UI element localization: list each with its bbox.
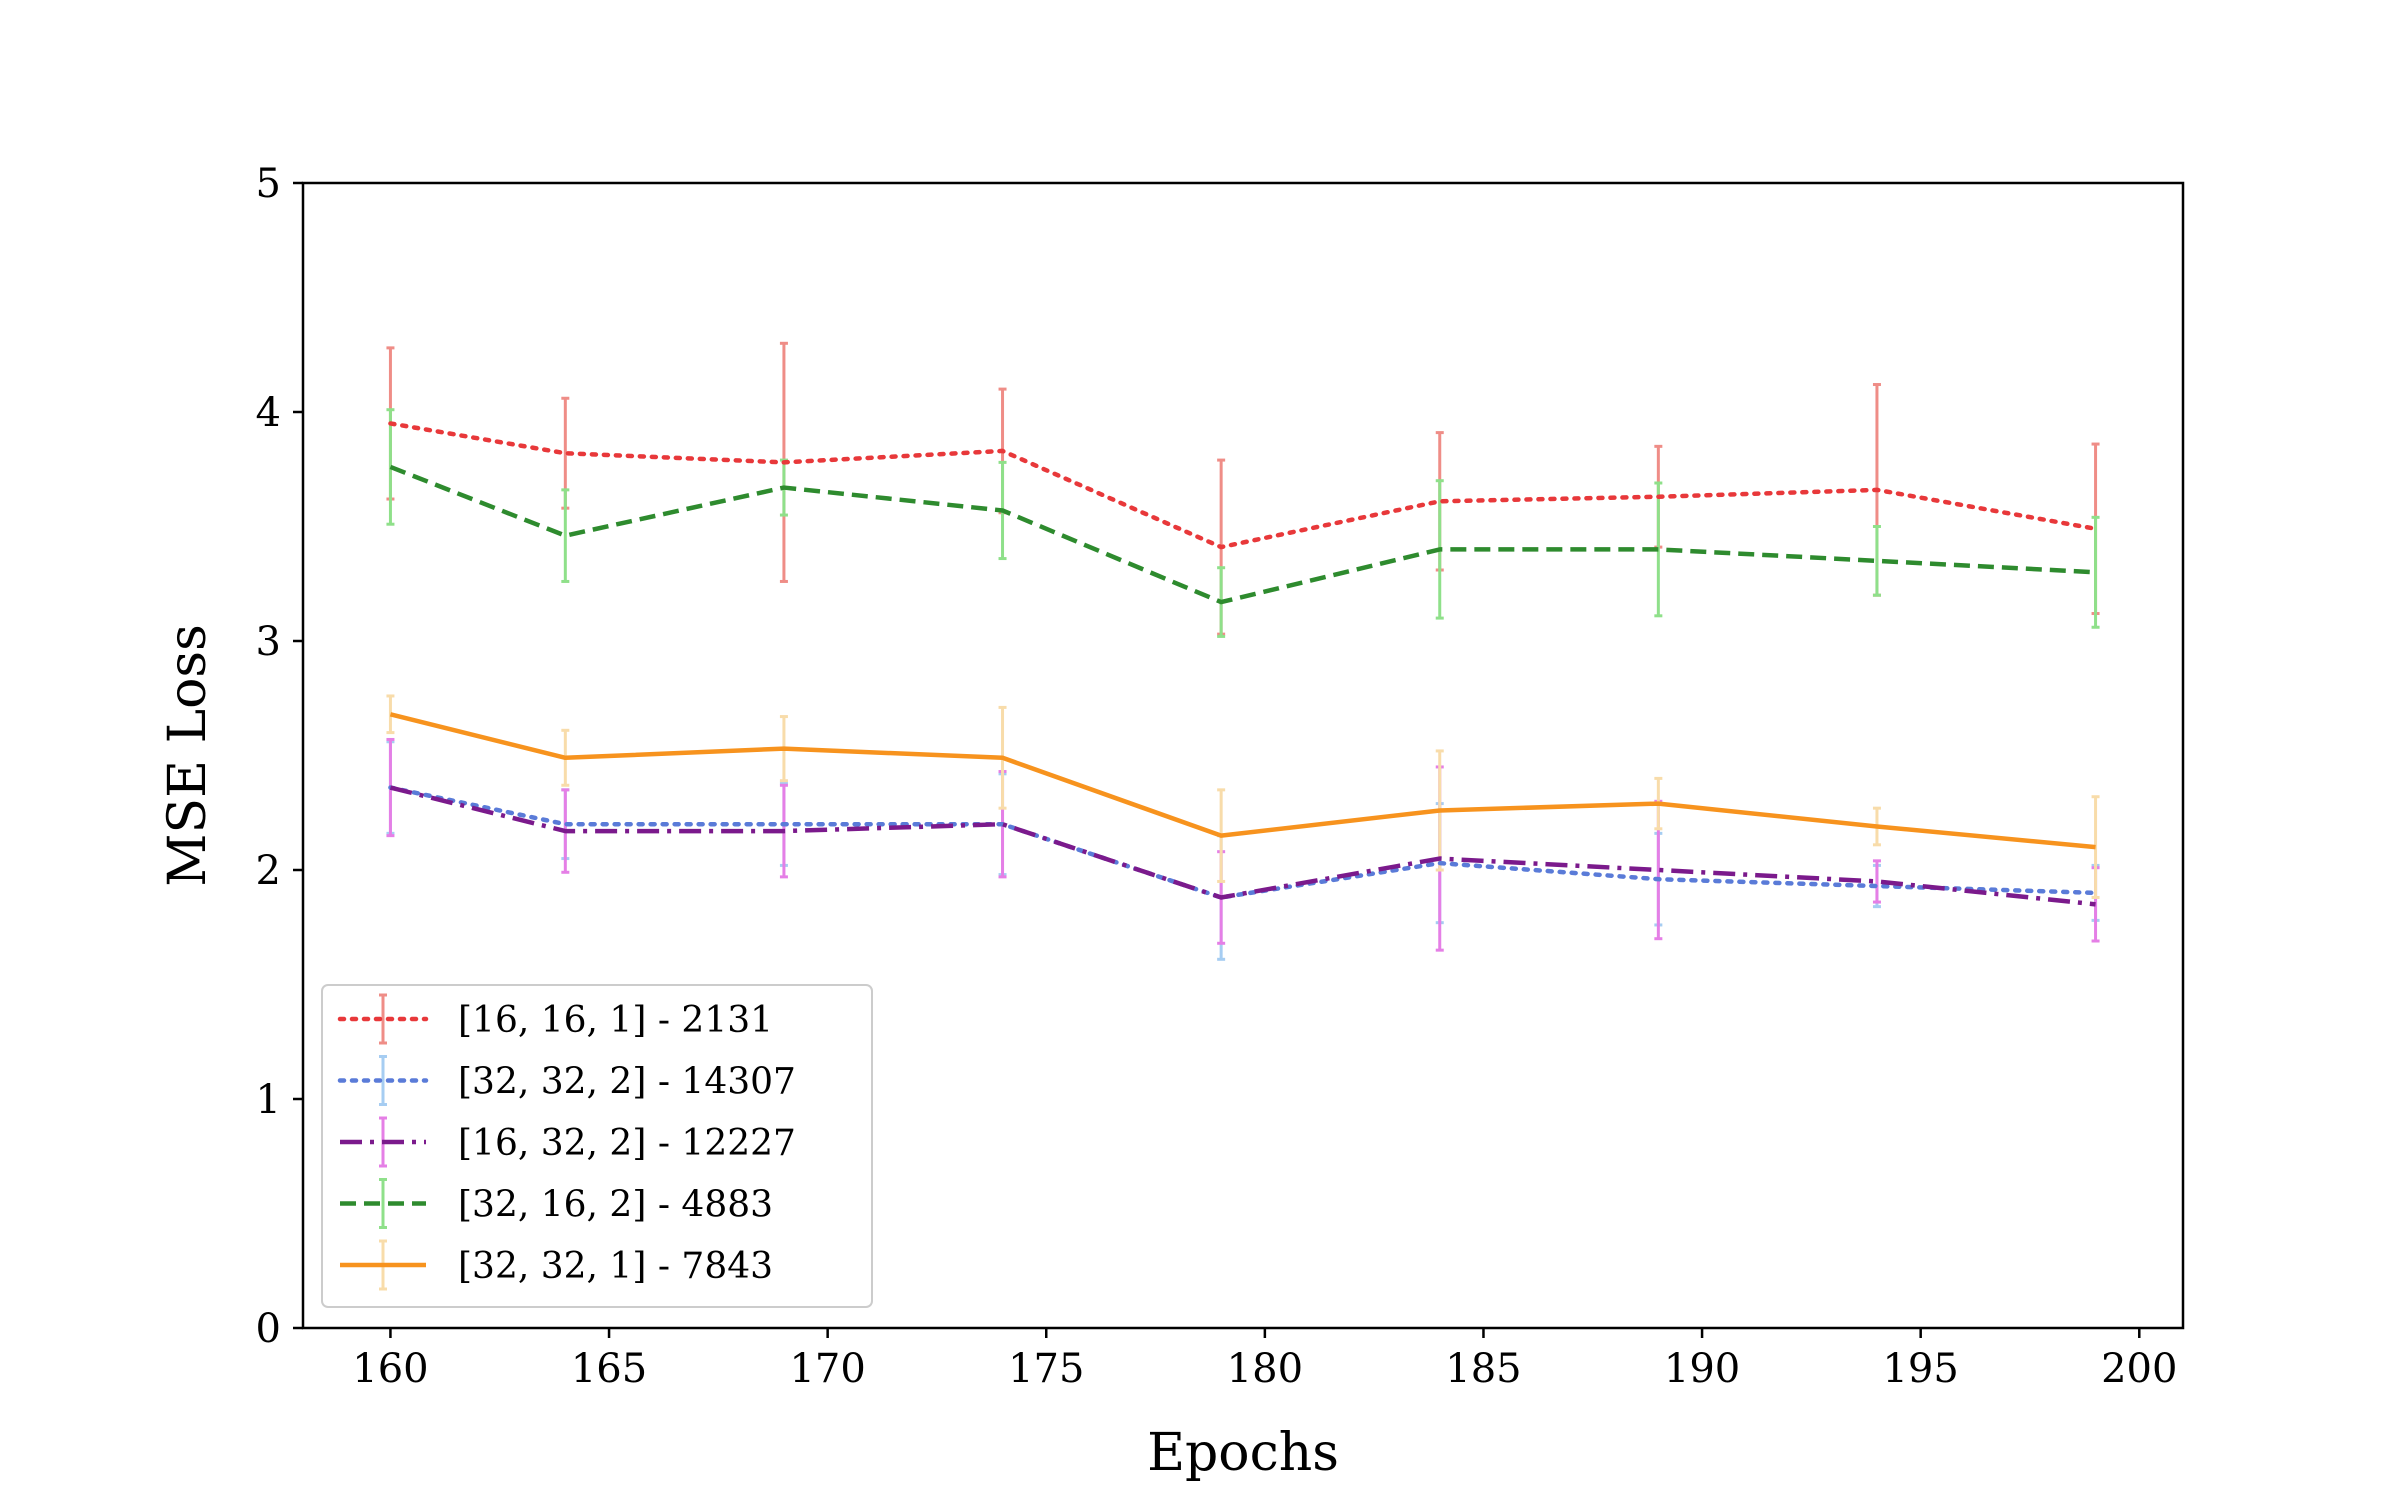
x-tick-label: 160 xyxy=(352,1346,428,1392)
y-tick-label: 1 xyxy=(256,1077,281,1123)
legend-item: [32, 32, 1] - 7843 xyxy=(340,1239,773,1291)
x-tick-label: 195 xyxy=(1882,1346,1958,1392)
error-bar xyxy=(1654,481,1663,618)
series-line-1 xyxy=(388,785,2098,900)
x-tick-label: 170 xyxy=(789,1346,865,1392)
legend-frame xyxy=(321,984,873,1308)
y-tick-label: 0 xyxy=(256,1306,281,1352)
legend-label: [16, 16, 1] - 2131 xyxy=(458,1000,773,1041)
series-line-2 xyxy=(389,785,2096,907)
y-tick-label: 3 xyxy=(256,619,281,665)
series-line-4 xyxy=(389,712,2096,850)
legend-label: [32, 32, 2] - 14307 xyxy=(458,1062,796,1103)
lines-layer xyxy=(388,421,2098,907)
legend-item: [32, 32, 2] - 14307 xyxy=(337,1055,796,1106)
legend-item: [16, 16, 1] - 2131 xyxy=(337,993,773,1045)
legend-label: [32, 16, 2] - 4883 xyxy=(458,1185,773,1226)
x-tick-label: 200 xyxy=(2101,1346,2177,1392)
error-bar xyxy=(1872,859,1881,904)
y-tick-label: 5 xyxy=(256,161,281,207)
legend: [16, 16, 1] - 2131 [32, 32, 2] - 14307 [16… xyxy=(321,984,873,1308)
plot-frame xyxy=(301,181,2185,1330)
x-tick-label: 185 xyxy=(1445,1346,1521,1392)
legend-label: [16, 32, 2] - 12227 xyxy=(458,1123,796,1164)
error-bar xyxy=(561,488,570,583)
y-axis-title: MSE Loss xyxy=(158,624,218,887)
legend-item: [16, 32, 2] - 12227 xyxy=(340,1116,796,1168)
legend-label: [32, 32, 1] - 7843 xyxy=(458,1246,773,1287)
y-tick-label: 2 xyxy=(256,848,281,894)
error-bar xyxy=(2091,515,2100,629)
series-line-0 xyxy=(388,421,2098,550)
y-ticks-layer: 0 1 2 3 4 5 xyxy=(256,161,303,1352)
x-axis-title: Epochs xyxy=(1147,1423,1339,1483)
series-line-3 xyxy=(389,464,2096,605)
legend-item: [32, 16, 2] - 4883 xyxy=(340,1178,773,1229)
x-tick-label: 175 xyxy=(1008,1346,1084,1392)
x-tick-label: 180 xyxy=(1227,1346,1303,1392)
x-ticks-layer: 160 165 170 175 180 185 190 195 200 xyxy=(352,1328,2177,1392)
axes-layer xyxy=(301,181,2185,1330)
x-tick-label: 190 xyxy=(1664,1346,1740,1392)
x-tick-label: 165 xyxy=(571,1346,647,1392)
errorbars-layer xyxy=(386,341,2100,961)
y-tick-label: 4 xyxy=(256,390,281,436)
error-bar xyxy=(1872,525,1881,597)
